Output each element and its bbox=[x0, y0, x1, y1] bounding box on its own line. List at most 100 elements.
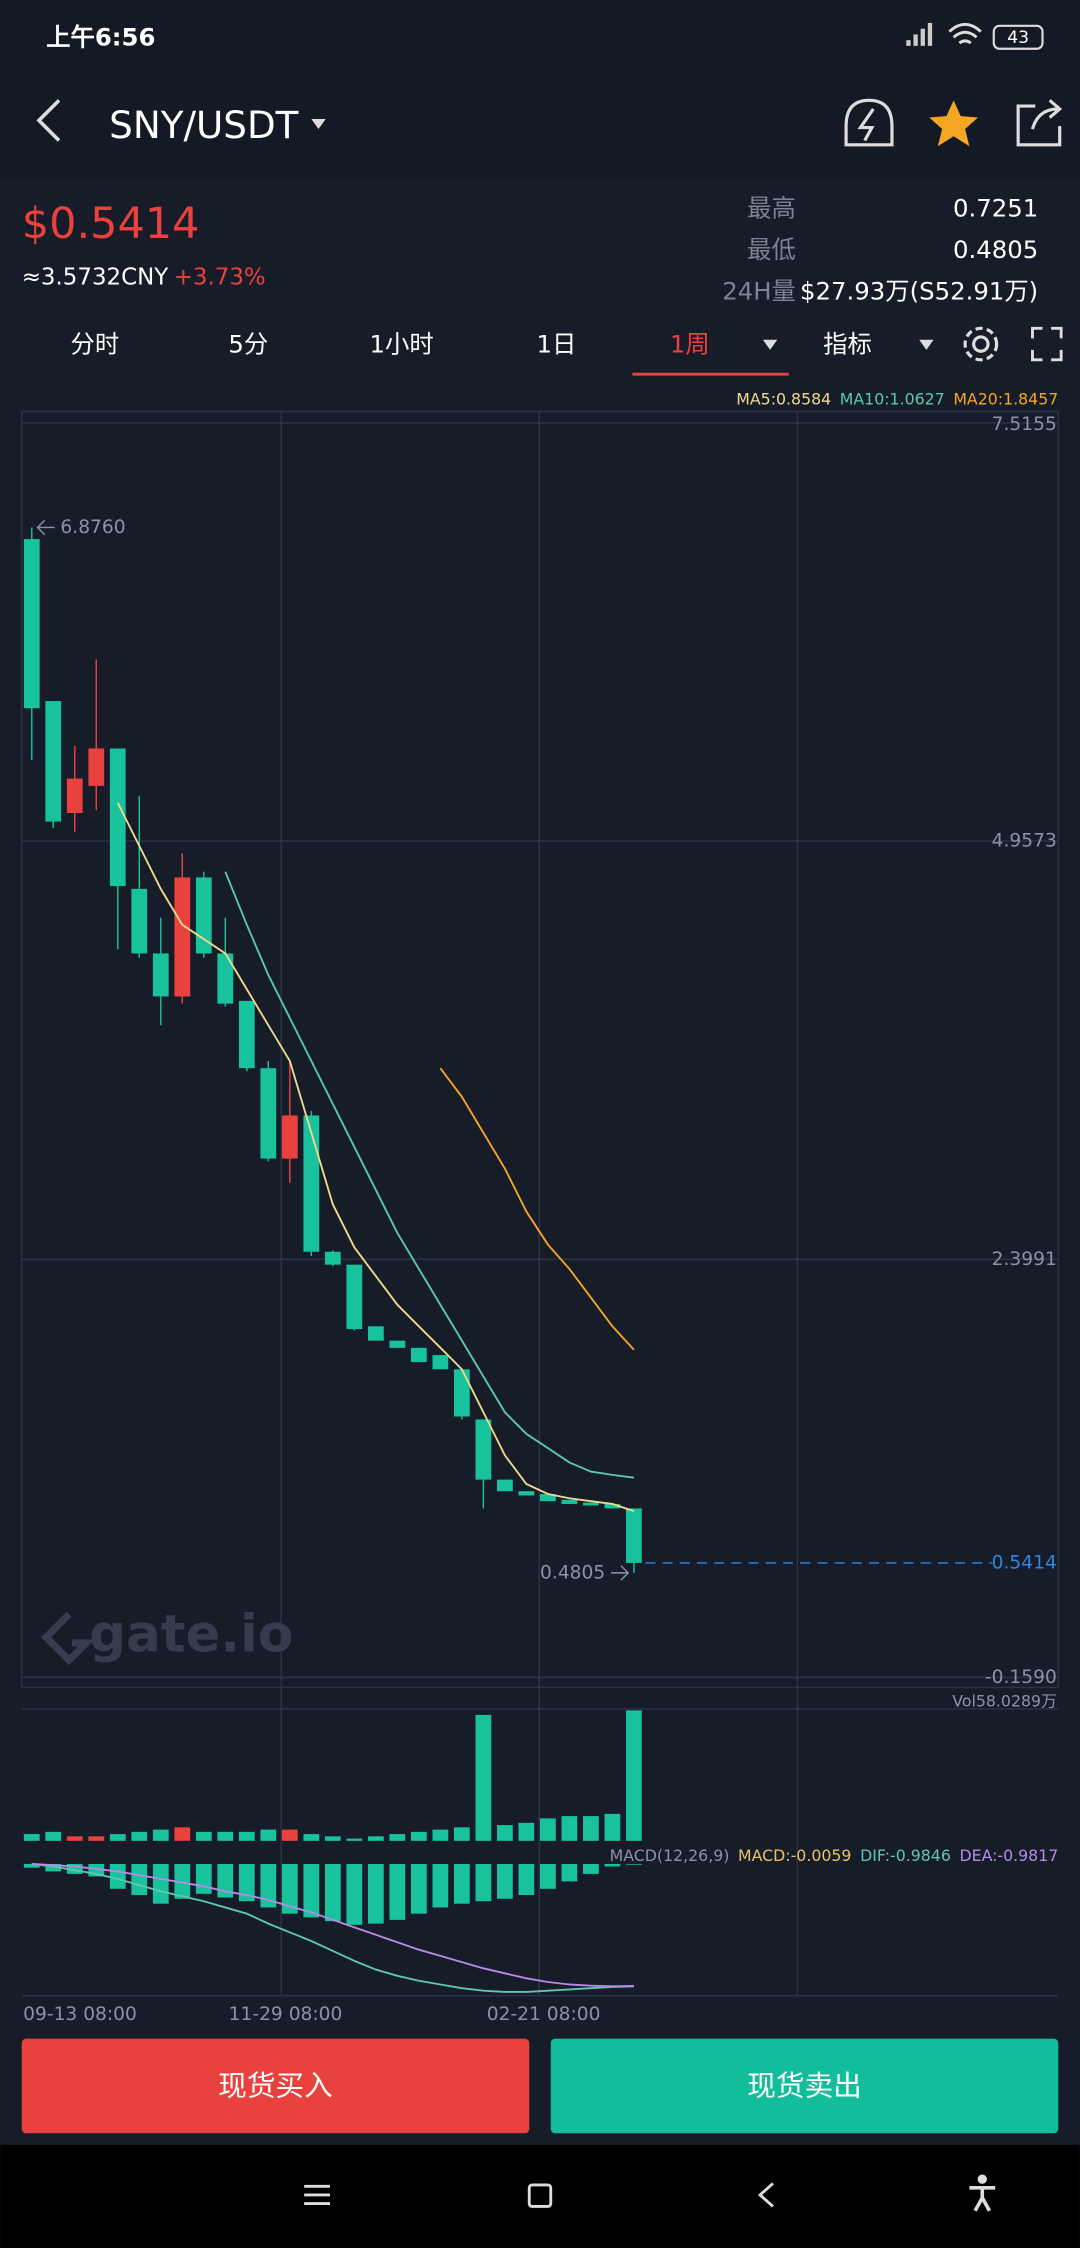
volume-bar bbox=[260, 1829, 277, 1841]
period-tab[interactable]: 分时 bbox=[70, 330, 119, 359]
volume-bar bbox=[152, 1829, 169, 1841]
macd-bar bbox=[604, 1863, 621, 1867]
candle-body bbox=[109, 748, 126, 887]
macd-line bbox=[31, 1863, 634, 1988]
stat-value: 0.4805 bbox=[953, 235, 1038, 264]
volume-bar bbox=[540, 1818, 556, 1841]
period-tab[interactable]: 指标 bbox=[823, 330, 872, 359]
button-label[interactable]: 现货买入 bbox=[218, 2068, 333, 2102]
legend-entry: MA5:0.8584 bbox=[736, 389, 831, 408]
buy-button[interactable] bbox=[21, 2038, 530, 2134]
pair-title[interactable]: SNY/USDT bbox=[109, 103, 298, 147]
macd-bar bbox=[260, 1863, 277, 1908]
macd-bar bbox=[303, 1863, 320, 1918]
nav-menu[interactable] bbox=[304, 2184, 330, 2205]
button-label[interactable]: 现货卖出 bbox=[747, 2068, 862, 2102]
candle-body bbox=[453, 1369, 470, 1417]
stat-value: $27.93万(S52.91万) bbox=[800, 276, 1038, 305]
y-tick-label: -0.1590 bbox=[985, 1667, 1057, 1688]
macd-bar bbox=[281, 1863, 298, 1914]
period-tab[interactable]: 1日 bbox=[537, 330, 577, 359]
volume-bar bbox=[23, 1834, 40, 1841]
accessibility-button[interactable] bbox=[969, 2174, 996, 2212]
back-button[interactable] bbox=[36, 99, 61, 142]
volume-bar bbox=[217, 1831, 234, 1841]
candle-body bbox=[518, 1491, 535, 1496]
status-time: 上午6:56 bbox=[46, 23, 155, 52]
macd-bar bbox=[23, 1863, 40, 1868]
candle-body bbox=[88, 748, 105, 786]
ma-line bbox=[224, 871, 635, 1479]
candle-body bbox=[131, 888, 148, 954]
fullscreen-button[interactable] bbox=[1031, 326, 1063, 362]
candle-body bbox=[152, 953, 169, 997]
nav-home[interactable] bbox=[527, 2183, 553, 2208]
macd-bar bbox=[346, 1863, 363, 1925]
candle-body bbox=[195, 877, 212, 954]
volume-bar bbox=[238, 1831, 255, 1841]
volume-bar bbox=[561, 1816, 578, 1841]
legend-entry: MA10:1.0627 bbox=[840, 389, 945, 408]
period-tab[interactable]: 1周 bbox=[670, 330, 710, 359]
macd-bar bbox=[367, 1863, 384, 1924]
volume-bar bbox=[518, 1822, 535, 1841]
macd-bar bbox=[410, 1863, 427, 1914]
volume-bar bbox=[303, 1834, 320, 1841]
share-button[interactable] bbox=[1016, 99, 1063, 147]
candle-body bbox=[260, 1068, 277, 1159]
volume-bar bbox=[453, 1827, 470, 1841]
volume-bar bbox=[496, 1825, 513, 1841]
macd-bar bbox=[453, 1863, 470, 1904]
candle-body bbox=[303, 1115, 320, 1252]
indicator-dropdown[interactable] bbox=[919, 339, 934, 350]
macd-bar bbox=[475, 1863, 492, 1902]
tab-dropdown[interactable] bbox=[762, 339, 778, 350]
x-tick-label: 09-13 08:00 bbox=[23, 2004, 137, 2025]
top-bar bbox=[0, 0, 1080, 178]
candle-body bbox=[432, 1355, 449, 1370]
period-tab[interactable]: 1小时 bbox=[370, 330, 434, 359]
cny-price: ≈3.5732CNY bbox=[22, 265, 170, 291]
pair-dropdown[interactable] bbox=[311, 118, 326, 130]
last-price-label: 0.5414 bbox=[992, 1552, 1057, 1573]
macd-bar bbox=[195, 1863, 212, 1894]
candle-body bbox=[496, 1479, 513, 1492]
vertical-grid bbox=[280, 411, 799, 1996]
macd-bar bbox=[389, 1863, 406, 1920]
period-tab[interactable]: 5分 bbox=[228, 330, 268, 359]
volume-label: Vol58.0289万 bbox=[952, 1691, 1057, 1710]
alert-button[interactable] bbox=[844, 98, 894, 147]
candle-body bbox=[540, 1493, 556, 1502]
candle-body bbox=[217, 953, 234, 1004]
volume-bar bbox=[66, 1836, 83, 1841]
macd-bar bbox=[152, 1863, 169, 1904]
legend-entry: MA20:1.8457 bbox=[953, 389, 1058, 408]
candle-body bbox=[389, 1340, 406, 1348]
volume-bar bbox=[109, 1834, 126, 1841]
y-tick-label: 2.3991 bbox=[992, 1249, 1057, 1270]
candle-body bbox=[45, 701, 62, 822]
candle-body bbox=[281, 1115, 298, 1159]
watermark-logo bbox=[41, 1611, 95, 1666]
stat-label: 最低 bbox=[747, 235, 796, 264]
macd-bar bbox=[174, 1863, 191, 1899]
change-percent: +3.73% bbox=[174, 265, 266, 291]
candle-body bbox=[23, 539, 40, 709]
macd-bar bbox=[583, 1863, 599, 1874]
nav-back[interactable] bbox=[757, 2182, 774, 2208]
settings-button[interactable] bbox=[963, 326, 999, 362]
macd-legend: DEA:-0.9817 bbox=[959, 1846, 1058, 1865]
macd-bar bbox=[496, 1863, 513, 1899]
macd-bar bbox=[109, 1863, 126, 1889]
macd-bar bbox=[432, 1863, 449, 1908]
favorite-button[interactable] bbox=[929, 100, 978, 147]
ma-line bbox=[116, 802, 635, 1512]
volume-bar bbox=[389, 1834, 406, 1841]
ma-line bbox=[439, 1067, 635, 1351]
sell-button[interactable] bbox=[550, 2038, 1059, 2134]
volume-bar bbox=[475, 1714, 492, 1841]
volume-bar bbox=[174, 1827, 191, 1841]
candle-body bbox=[626, 1508, 642, 1563]
